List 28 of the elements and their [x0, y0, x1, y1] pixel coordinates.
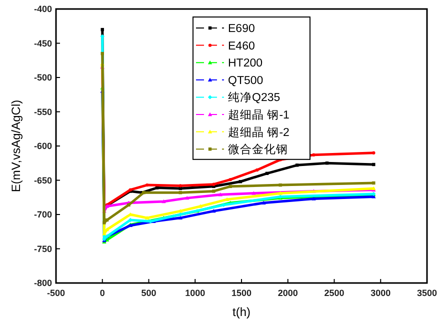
- y-tick-label: -750: [34, 244, 52, 254]
- legend-label: 微合金化钢: [228, 143, 288, 156]
- y-tick-label: -700: [34, 210, 52, 220]
- y-tick-label: -650: [34, 175, 52, 186]
- y-axis-title: E(mV,vsAg/AgCl): [9, 100, 23, 192]
- x-tick-label: 500: [141, 288, 156, 298]
- y-tick-label: -550: [34, 106, 52, 117]
- legend-label: 纯净Q235: [228, 91, 280, 104]
- y-tick-label: -450: [34, 38, 52, 48]
- y-tick-label: -500: [34, 72, 52, 82]
- y-tick-label: -400: [34, 4, 52, 14]
- x-tick-label: 3500: [416, 288, 438, 298]
- x-tick-label: 3000: [370, 288, 391, 298]
- x-tick-label: 2000: [278, 288, 298, 298]
- legend-label: E690: [228, 23, 255, 35]
- legend-label: 超细晶 钢-1: [228, 108, 290, 122]
- x-tick-label: 0: [100, 288, 105, 298]
- y-tick-label: -800: [34, 278, 52, 288]
- legend-label: QT500: [228, 74, 264, 87]
- x-tick-label: 1500: [231, 288, 252, 298]
- x-tick-label: 1000: [185, 288, 206, 298]
- y-tick-label: -600: [34, 141, 52, 151]
- legend-label: E460: [228, 40, 255, 52]
- x-tick-label: -500: [46, 288, 66, 298]
- x-axis-title: t(h): [232, 305, 251, 319]
- legend-label: HT200: [228, 58, 263, 70]
- legend-label: 超细晶 钢-2: [228, 126, 290, 139]
- x-tick-label: 2500: [324, 288, 344, 298]
